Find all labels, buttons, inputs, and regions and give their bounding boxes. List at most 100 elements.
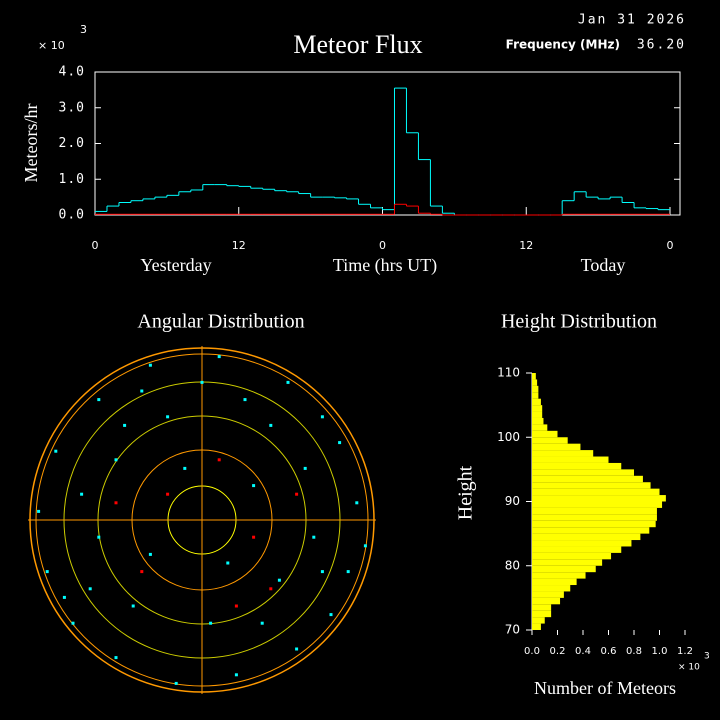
bar — [532, 405, 543, 412]
bar — [532, 559, 603, 566]
x-multiplier-exp: 3 — [704, 652, 710, 662]
bar — [532, 392, 539, 399]
bar — [532, 411, 543, 418]
x-tick-label: 0.4 — [575, 646, 591, 657]
x-tick-label: 0.2 — [550, 646, 566, 657]
point — [45, 570, 49, 574]
bar — [532, 565, 596, 573]
y-tick-label: 2.0 — [59, 136, 85, 151]
point — [346, 570, 350, 574]
point — [97, 398, 101, 402]
height-x-label: Number of Meteors — [534, 678, 676, 698]
x-tick-label: 12 — [232, 239, 246, 252]
point — [217, 458, 221, 462]
point — [97, 535, 101, 539]
bar — [532, 450, 594, 457]
bar — [532, 540, 632, 547]
point — [183, 466, 187, 470]
point — [269, 587, 273, 591]
x-tick-label: 0 — [92, 239, 99, 252]
point — [329, 613, 333, 617]
point — [355, 501, 359, 505]
bar — [532, 430, 558, 438]
bar — [532, 373, 536, 380]
bar — [532, 572, 586, 579]
x-tick-label: 0.0 — [524, 646, 540, 657]
point — [80, 492, 84, 496]
bar — [532, 514, 657, 521]
bar — [532, 475, 643, 483]
date: Jan 31 2026 — [578, 13, 686, 28]
bar — [532, 482, 651, 489]
point — [226, 561, 230, 565]
height-y-label: Height — [455, 465, 477, 520]
bar — [532, 437, 568, 444]
point — [320, 415, 324, 419]
y-multiplier-exp: 3 — [80, 23, 87, 36]
y-tick-label: 4.0 — [59, 65, 85, 80]
bar — [532, 617, 545, 624]
point — [114, 501, 118, 505]
point — [252, 535, 256, 539]
bar — [532, 527, 650, 534]
point — [200, 380, 204, 384]
point — [286, 380, 290, 384]
point — [363, 544, 367, 548]
point — [114, 458, 118, 462]
x-tick-label: 1.2 — [677, 646, 693, 657]
point — [269, 423, 273, 427]
point — [209, 621, 213, 625]
point — [131, 604, 135, 608]
bar — [532, 462, 622, 470]
bar — [532, 379, 538, 386]
point — [123, 423, 127, 427]
x-tick-label: 0.6 — [601, 646, 617, 657]
chart-title: Meteor Flux — [293, 30, 422, 59]
bar — [532, 623, 541, 630]
bar — [532, 469, 634, 476]
bar — [532, 417, 544, 425]
point — [148, 363, 152, 367]
point — [277, 578, 281, 582]
frequency: 36.20 — [637, 38, 686, 53]
point — [140, 389, 144, 393]
point — [62, 595, 66, 599]
y-tick-label: 3.0 — [59, 100, 85, 115]
polar-rings — [28, 346, 376, 694]
point — [234, 673, 238, 677]
point — [320, 570, 324, 574]
bar — [532, 424, 548, 431]
height-title: Height Distribution — [501, 311, 657, 333]
point — [303, 466, 307, 470]
x-right-label: Today — [581, 255, 626, 275]
angular-title: Angular Distribution — [137, 311, 304, 333]
x-multiplier: × 10 — [678, 663, 700, 673]
bar — [532, 604, 552, 611]
point — [148, 552, 152, 556]
bar — [532, 456, 609, 463]
point — [338, 441, 342, 445]
point — [295, 492, 299, 496]
point — [88, 587, 92, 591]
point — [114, 656, 118, 660]
point — [260, 621, 264, 625]
point — [174, 681, 178, 685]
bar — [532, 501, 663, 508]
point — [166, 492, 170, 496]
bar — [532, 578, 577, 586]
point — [54, 449, 58, 453]
point — [166, 415, 170, 419]
y-tick-label: 100 — [497, 430, 520, 444]
x-axis-label: Time (hrs UT) — [333, 255, 437, 276]
bar — [532, 398, 541, 406]
frequency-label: Frequency (MHz) — [506, 38, 620, 52]
bar — [532, 610, 552, 618]
bar — [532, 520, 656, 528]
point — [312, 535, 316, 539]
x-tick-label: 0 — [379, 239, 386, 252]
bar — [532, 488, 660, 496]
bar — [532, 385, 539, 393]
y-tick-label: 1.0 — [59, 172, 85, 187]
